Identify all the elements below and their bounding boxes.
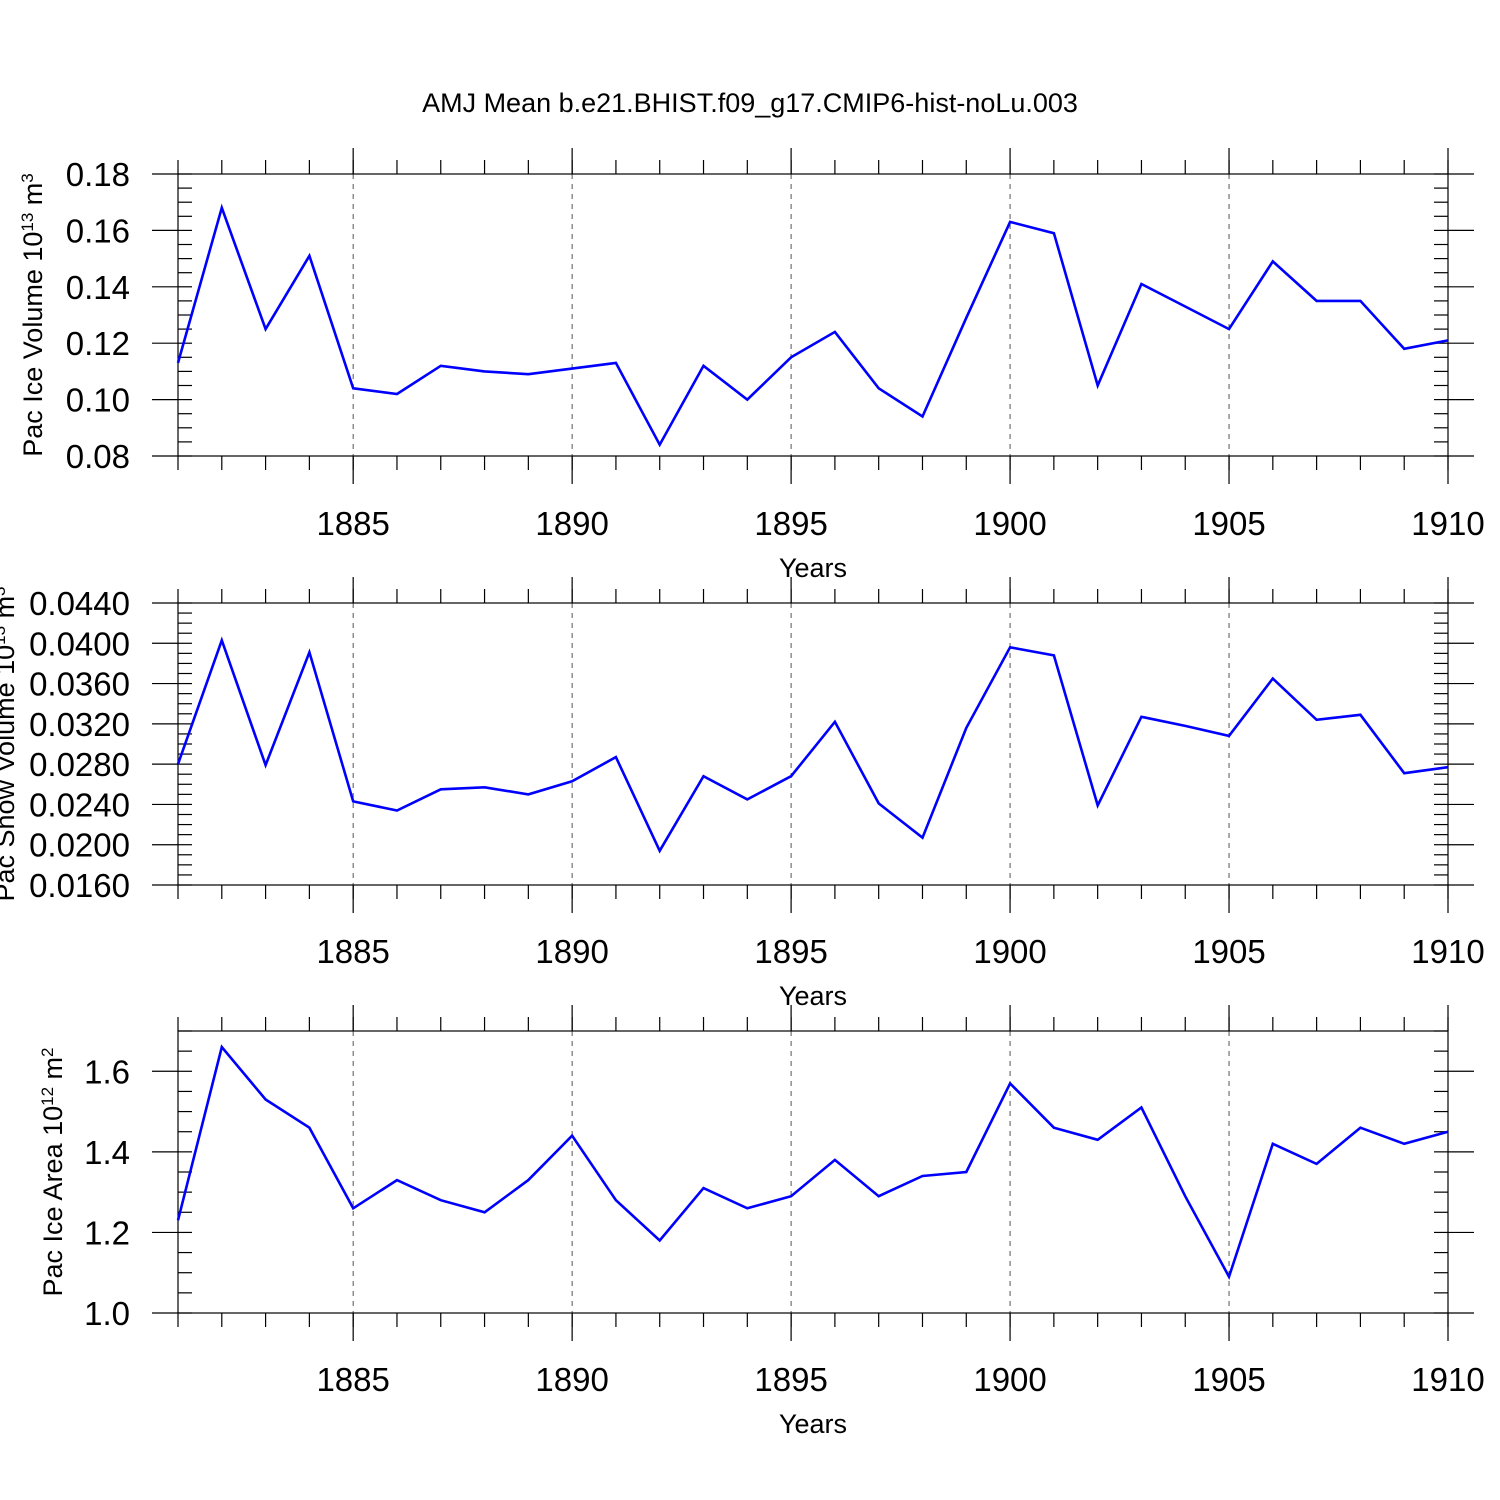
x-tick-label: 1895 <box>754 933 827 970</box>
y-tick-label: 1.6 <box>84 1053 130 1090</box>
x-tick-label: 1895 <box>754 1361 827 1398</box>
y-tick-label: 0.0240 <box>29 786 130 823</box>
y-tick-label: 0.0160 <box>29 867 130 904</box>
y-tick-label: 0.0440 <box>29 585 130 622</box>
chart-panel-3: 1.0 1.2 1.4 1.6 1885 1890 1895 1900 1905 1910 Year… <box>38 1005 1485 1439</box>
x-axis-title: Years <box>779 981 847 1011</box>
x-tick-label: 1885 <box>316 1361 389 1398</box>
series-line <box>176 203 1449 448</box>
y-axis-title: Pac Snow Volume 1013 m3 <box>0 586 20 901</box>
x-tick-label: 1890 <box>535 933 608 970</box>
chart-panel-1: 0.08 0.10 0.12 0.14 0.16 0.18 1885 1890 1895 1900… <box>18 148 1485 583</box>
y-tick-label: 0.08 <box>66 438 130 475</box>
x-tick-label: 1900 <box>973 505 1046 542</box>
x-tick-label: 1900 <box>973 1361 1046 1398</box>
x-tick-label: 1895 <box>754 505 827 542</box>
y-tick-label: 0.16 <box>66 212 130 249</box>
x-tick-label: 1910 <box>1411 505 1484 542</box>
x-tick-label: 1905 <box>1192 505 1265 542</box>
y-tick-label: 0.12 <box>66 325 130 362</box>
x-tick-label: 1890 <box>535 505 608 542</box>
plot-frame <box>177 173 1449 457</box>
y-tick-label: 0.0200 <box>29 827 130 864</box>
x-tick-label: 1905 <box>1192 1361 1265 1398</box>
y-tick-label: 0.0360 <box>29 666 130 703</box>
x-tick-label: 1910 <box>1411 933 1484 970</box>
y-tick-label: 0.14 <box>66 269 130 306</box>
y-tick-label: 0.0320 <box>29 706 130 743</box>
x-tick-label: 1885 <box>316 933 389 970</box>
x-tick-label: 1905 <box>1192 933 1265 970</box>
x-axis-title: Years <box>779 1409 847 1439</box>
x-tick-label: 1910 <box>1411 1361 1484 1398</box>
y-tick-label: 1.2 <box>84 1214 130 1251</box>
y-tick-label: 0.18 <box>66 156 130 193</box>
x-axis-title: Years <box>779 553 847 583</box>
y-axis-title: Pac Ice Volume 1013 m3 <box>18 173 49 457</box>
series-line <box>176 636 1449 854</box>
x-tick-label: 1900 <box>973 933 1046 970</box>
chart-title: AMJ Mean b.e21.BHIST.f09_g17.CMIP6-hist-… <box>422 88 1078 118</box>
y-axis-title: Pac Ice Area 1012 m2 <box>38 1047 69 1296</box>
y-tick-label: 1.0 <box>84 1295 130 1332</box>
y-tick-label: 1.4 <box>84 1134 130 1171</box>
panels: 0.08 0.10 0.12 0.14 0.16 0.18 1885 1890 1895 1900… <box>0 148 1485 1439</box>
series-line <box>176 1044 1449 1280</box>
y-tick-label: 0.0280 <box>29 746 130 783</box>
plot-frame <box>177 1030 1449 1314</box>
plot-frame <box>177 602 1449 886</box>
x-tick-label: 1885 <box>316 505 389 542</box>
y-tick-label: 0.10 <box>66 382 130 419</box>
x-tick-label: 1890 <box>535 1361 608 1398</box>
y-tick-label: 0.0400 <box>29 625 130 662</box>
